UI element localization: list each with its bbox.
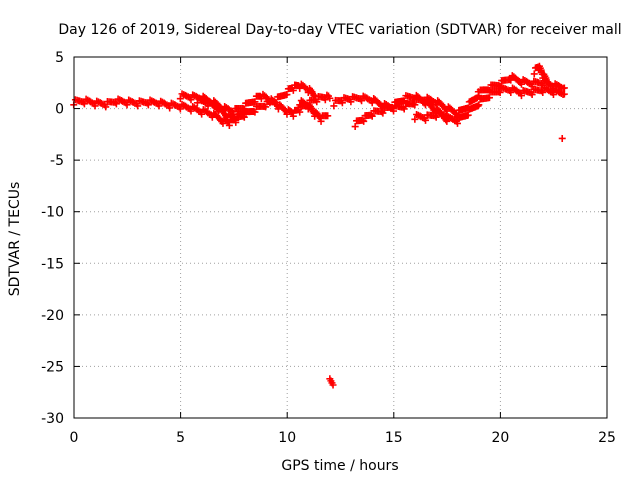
data-point <box>144 101 152 109</box>
y-tick-label: -15 <box>41 256 64 272</box>
data-point <box>251 108 259 116</box>
data-point <box>223 115 231 123</box>
data-point <box>400 105 408 113</box>
y-tick-label: -20 <box>41 308 64 324</box>
data-point <box>390 104 398 112</box>
data-point <box>379 109 387 117</box>
data-point <box>432 113 440 121</box>
plot-frame <box>73 56 608 419</box>
x-tick-label: 5 <box>176 430 185 446</box>
x-tick-label: 10 <box>278 430 296 446</box>
data-point <box>166 104 174 112</box>
x-tick-label: 20 <box>491 430 509 446</box>
y-tick-label: 0 <box>55 102 64 118</box>
data-point <box>240 109 248 117</box>
data-point <box>368 112 376 120</box>
data-point <box>530 70 538 78</box>
data-point <box>360 117 368 125</box>
data-point <box>464 111 472 119</box>
data-point <box>485 94 493 102</box>
data-point <box>193 99 201 107</box>
data-point <box>317 117 325 125</box>
data-point <box>454 119 462 127</box>
data-point <box>155 102 163 110</box>
data-point <box>251 98 259 106</box>
data-point <box>330 102 338 110</box>
data-point <box>347 98 355 106</box>
y-tick-label: -25 <box>41 359 64 375</box>
data-point <box>112 100 120 108</box>
y-tick-label: -10 <box>41 205 64 221</box>
data-point <box>517 92 525 100</box>
x-tick-label: 0 <box>70 430 79 446</box>
tick-layer: 0 5 10 15 20 25 5 0 -5 -10 -15 -20 -25 -30 <box>41 50 616 446</box>
data-point <box>358 97 366 105</box>
y-tick-label: -30 <box>41 411 64 427</box>
data-point <box>560 90 568 98</box>
data-point <box>80 100 88 108</box>
grid-layer <box>74 57 607 418</box>
x-axis-title: GPS time / hours <box>281 458 398 474</box>
data-point <box>198 110 206 118</box>
y-axis-title: SDTVAR / TECUs <box>7 182 23 297</box>
data-point <box>287 108 295 116</box>
data-point <box>411 115 419 123</box>
y-tick-label: -5 <box>50 153 64 169</box>
data-point <box>326 94 334 102</box>
data-point <box>528 91 536 99</box>
data-point <box>443 112 451 120</box>
data-point <box>102 103 110 111</box>
data-point <box>321 96 329 104</box>
data-point <box>560 84 568 92</box>
data-point <box>289 112 297 120</box>
data-point <box>187 96 195 104</box>
data-point <box>507 88 515 96</box>
data-point <box>422 116 430 124</box>
data-point <box>176 95 184 103</box>
data-point <box>351 123 359 131</box>
data-point <box>283 91 291 99</box>
data-point <box>262 103 270 111</box>
y-tick-label: 5 <box>55 50 64 66</box>
data-point <box>283 110 291 118</box>
x-tick-label: 15 <box>385 430 403 446</box>
data-point <box>517 80 525 88</box>
data-point <box>549 91 557 99</box>
outlier-point <box>329 381 337 389</box>
outlier-point <box>558 134 566 142</box>
data-point <box>475 101 483 109</box>
data-point <box>400 97 408 105</box>
data-point <box>313 98 321 106</box>
data-point <box>225 121 233 129</box>
data-point <box>232 116 240 124</box>
data-layer <box>70 62 568 389</box>
data-point <box>241 108 249 116</box>
data-point <box>176 105 184 113</box>
data-point <box>378 108 386 116</box>
data-point <box>289 86 297 94</box>
data-point <box>91 102 99 110</box>
data-point <box>187 107 195 115</box>
data-point <box>134 102 142 110</box>
x-tick-label: 25 <box>598 430 616 446</box>
data-point <box>219 119 227 127</box>
data-point <box>496 88 504 96</box>
data-point <box>539 88 547 96</box>
data-point <box>324 112 332 120</box>
chart-title: Day 126 of 2019, Sidereal Day-to-day VTE… <box>58 22 621 38</box>
data-point <box>543 78 551 86</box>
data-point <box>296 108 304 116</box>
data-point <box>338 99 346 107</box>
data-point <box>123 101 131 109</box>
